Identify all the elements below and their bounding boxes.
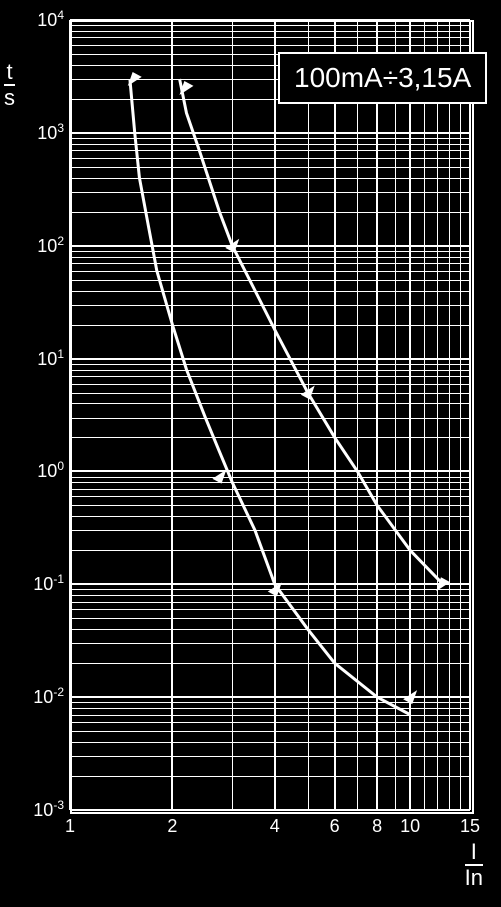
gridline-x-minor: [449, 20, 450, 810]
y-tick-label: 10-1: [4, 572, 64, 595]
x-axis-label: IIn: [465, 840, 483, 890]
gridline-x-major: [409, 20, 411, 810]
x-tick-label: 6: [315, 816, 355, 837]
x-tick-label: 15: [450, 816, 490, 837]
gridline-x-minor: [357, 20, 358, 810]
x-axis-label-bot: In: [465, 866, 483, 890]
y-tick-label: 10-2: [4, 685, 64, 708]
y-tick-label: 104: [4, 8, 64, 31]
y-axis-label-bot: s: [4, 86, 15, 110]
gridline-x-major: [334, 20, 336, 810]
x-tick-label: 4: [255, 816, 295, 837]
gridline-x-minor: [424, 20, 425, 810]
gridline-x-major: [171, 20, 173, 810]
x-tick-label: 1: [50, 816, 90, 837]
x-tick-label: 2: [152, 816, 192, 837]
legend-box: 100mA÷3,15A: [278, 52, 487, 104]
gridline-x-major: [69, 20, 71, 810]
y-axis-label: ts: [4, 60, 15, 110]
y-tick-label: 102: [4, 234, 64, 257]
y-tick-label: 103: [4, 121, 64, 144]
x-tick-label: 10: [390, 816, 430, 837]
gridline-x-major: [274, 20, 276, 810]
gridline-x-minor: [395, 20, 396, 810]
gridline-x-major: [376, 20, 378, 810]
y-axis-label-top: t: [4, 60, 15, 86]
y-tick-label: 100: [4, 459, 64, 482]
y-tick-label: 101: [4, 347, 64, 370]
gridline-x-minor: [232, 20, 233, 810]
x-axis-label-top: I: [465, 840, 483, 866]
gridline-x-minor: [460, 20, 461, 810]
gridline-x-major: [469, 20, 471, 810]
gridline-x-minor: [437, 20, 438, 810]
gridline-x-minor: [308, 20, 309, 810]
